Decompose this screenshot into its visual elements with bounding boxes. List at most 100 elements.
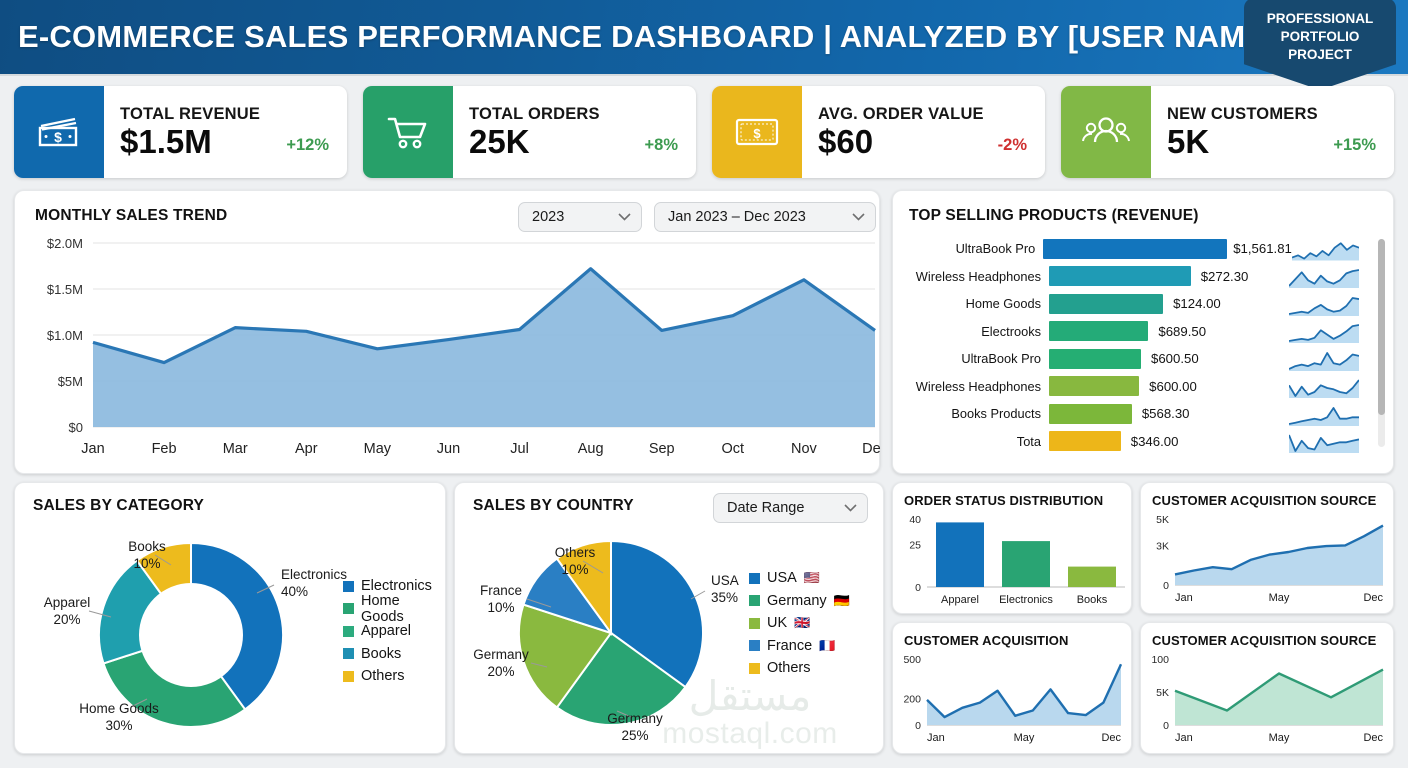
product-row[interactable]: UltraBook Pro $1,561.81 [901, 235, 1373, 263]
svg-text:Dec: Dec [1363, 732, 1383, 744]
kpi-delta: +12% [286, 136, 329, 155]
date-range-value: Jan 2023 – Dec 2023 [668, 209, 806, 225]
kpi-card-avg-order-value[interactable]: $ AVG. ORDER VALUE $60 -2% [712, 86, 1045, 178]
svg-text:$2.0M: $2.0M [47, 236, 83, 251]
legend-label: USA [767, 570, 797, 587]
pie-callout: France 10% [480, 583, 552, 615]
legend-item[interactable]: Germany 🇩🇪 [749, 590, 850, 613]
svg-text:Jan: Jan [1175, 732, 1193, 744]
product-name: Books Products [951, 406, 1041, 422]
product-row[interactable]: UltraBook Pro $600.50 [901, 345, 1373, 373]
svg-text:0: 0 [1163, 580, 1169, 592]
app-header: E-COMMERCE SALES PERFORMANCE DASHBOARD |… [0, 0, 1408, 90]
legend-item[interactable]: Home Goods [343, 593, 445, 625]
svg-text:Feb: Feb [152, 441, 177, 457]
legend-swatch [749, 595, 760, 607]
country-date-range-select[interactable]: Date Range [713, 493, 868, 523]
product-row[interactable]: Tota $346.00 [901, 428, 1373, 456]
legend-item[interactable]: Books [343, 643, 445, 666]
legend-label: Electronics [361, 578, 432, 595]
people-icon [1061, 86, 1151, 178]
legend-item[interactable]: UK 🇬🇧 [749, 612, 850, 635]
legend-item[interactable]: France 🇫🇷 [749, 635, 850, 658]
svg-text:$0: $0 [69, 420, 83, 435]
legend-item[interactable]: USA 🇺🇸 [749, 567, 850, 590]
kpi-card-new-customers[interactable]: NEW CUSTOMERS 5K +15% [1061, 86, 1394, 178]
bar [1002, 541, 1050, 587]
kpi-label: TOTAL REVENUE [120, 104, 261, 123]
svg-text:10%: 10% [487, 600, 514, 615]
svg-text:40: 40 [909, 514, 921, 526]
page-title: E-COMMERCE SALES PERFORMANCE DASHBOARD |… [18, 19, 1277, 54]
product-sparkline [1289, 351, 1359, 371]
product-row[interactable]: Home Goods $124.00 [901, 290, 1373, 318]
svg-text:May: May [1269, 732, 1290, 744]
card-title: CUSTOMER ACQUISITION SOURCE [1152, 633, 1377, 648]
product-sparkline [1289, 269, 1359, 289]
customer-acquisition-source-card-1: CUSTOMER ACQUISITION SOURCE 0 3K 5K Jan May D… [1140, 482, 1394, 614]
svg-text:0: 0 [1163, 720, 1169, 732]
product-bar [1049, 431, 1121, 452]
svg-text:Home Goods: Home Goods [79, 701, 159, 716]
svg-text:10%: 10% [133, 556, 160, 571]
legend-flag-icon: 🇩🇪 [833, 592, 850, 608]
product-row[interactable]: Books Products $568.30 [901, 400, 1373, 428]
kpi-delta: +8% [644, 136, 678, 155]
product-sparkline [1289, 379, 1359, 399]
product-name: UltraBook Pro [955, 241, 1036, 257]
product-name: Wireless Headphones [915, 268, 1041, 284]
product-bar [1049, 348, 1141, 369]
svg-text:Dec: Dec [1101, 732, 1121, 744]
svg-text:Apr: Apr [295, 441, 318, 457]
product-row[interactable]: Wireless Headphones $600.00 [901, 373, 1373, 401]
legend-item[interactable]: Apparel [343, 620, 445, 643]
product-sparkline [1289, 296, 1359, 316]
legend-item[interactable]: Others [343, 665, 445, 688]
kpi-value: $1.5M [120, 122, 212, 160]
donut-callout: Books 10% [128, 539, 172, 571]
legend-item[interactable]: Electronics [343, 575, 445, 598]
svg-text:200: 200 [903, 694, 921, 706]
order-status-bar-chart: 0 25 40 Apparel Electronics Books [909, 514, 1125, 606]
product-row[interactable]: Electrooks $689.50 [901, 318, 1373, 346]
kpi-delta: -2% [997, 136, 1027, 155]
svg-text:Jan: Jan [81, 441, 104, 457]
svg-text:25: 25 [909, 540, 921, 552]
sales-by-country-pie: USA35%Germany25%Germany20%France10%Other… [473, 539, 739, 743]
legend-swatch [343, 625, 354, 637]
product-sparkline [1289, 324, 1359, 344]
svg-text:100: 100 [1151, 654, 1169, 666]
customer-acquisition-source-card-2: CUSTOMER ACQUISITION SOURCE 0 5K 100 Jan May… [1140, 622, 1394, 754]
scrollbar-thumb[interactable] [1378, 239, 1385, 415]
year-select[interactable]: 2023 [518, 202, 642, 232]
kpi-card-total-revenue[interactable]: $ TOTAL REVENUE $1.5M +12% [14, 86, 347, 178]
country-legend: USA 🇺🇸 Germany 🇩🇪 UK 🇬🇧 France 🇫🇷 Others [749, 567, 850, 680]
badge-line-1: PROFESSIONAL [1266, 11, 1374, 27]
svg-text:20%: 20% [487, 664, 514, 679]
cash-icon: $ [14, 86, 104, 178]
product-row[interactable]: Wireless Headphones $272.30 [901, 263, 1373, 291]
svg-text:$: $ [753, 126, 761, 141]
badge-line-3: PROJECT [1288, 46, 1352, 62]
product-sparkline [1291, 242, 1359, 261]
legend-label: Others [361, 668, 405, 685]
donut-callout: Electronics 40% [256, 567, 347, 599]
product-list-scrollbar[interactable] [1378, 239, 1385, 447]
kpi-value: 5K [1167, 122, 1210, 160]
svg-text:Books: Books [128, 539, 166, 554]
customer-acquisition-area-chart: 0 200 500 Jan May Dec [903, 654, 1123, 744]
legend-swatch [343, 580, 354, 592]
kpi-label: AVG. ORDER VALUE [818, 104, 984, 123]
product-bar [1043, 238, 1228, 259]
svg-text:Jan: Jan [927, 732, 945, 744]
kpi-card-total-orders[interactable]: TOTAL ORDERS 25K +8% [363, 86, 696, 178]
legend-item[interactable]: Others [749, 657, 850, 680]
date-range-select[interactable]: Jan 2023 – Dec 2023 [654, 202, 876, 232]
svg-text:500: 500 [903, 654, 921, 666]
svg-text:Germany: Germany [473, 647, 529, 662]
svg-text:5K: 5K [1156, 687, 1169, 699]
acquisition-source-area-chart-1: 0 3K 5K Jan May Dec [1156, 514, 1384, 604]
svg-text:0: 0 [915, 720, 921, 732]
svg-text:Dec: Dec [862, 441, 881, 457]
